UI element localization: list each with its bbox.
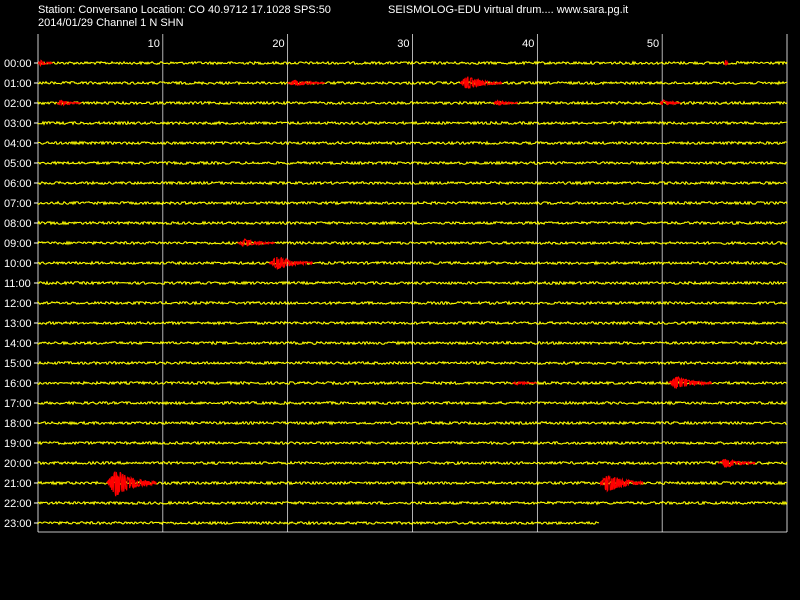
event-7-hour-2 [659, 99, 682, 106]
event-6-hour-2 [493, 99, 519, 106]
trace-row-06:00 [37, 180, 788, 186]
row-label-14:00: 14:00 [4, 338, 32, 350]
row-label-19:00: 19:00 [4, 438, 32, 450]
trace-row-08:00 [37, 220, 788, 226]
event-4-hour-1 [459, 76, 503, 89]
row-label-08:00: 08:00 [4, 218, 32, 230]
row-label-13:00: 13:00 [4, 318, 32, 330]
header: Station: Conversano Location: CO 40.9712… [0, 0, 800, 34]
event-1-hour-0 [37, 59, 53, 68]
x-tick-30: 30 [397, 38, 409, 50]
row-label-17:00: 17:00 [4, 398, 32, 410]
row-label-07:00: 07:00 [4, 198, 32, 210]
x-tick-40: 40 [522, 38, 534, 50]
event-3-hour-1 [287, 79, 325, 87]
x-tick-50: 50 [647, 38, 659, 50]
row-label-01:00: 01:00 [4, 78, 32, 90]
row-label-22:00: 22:00 [4, 498, 32, 510]
trace-row-01:00 [37, 80, 788, 86]
row-label-03:00: 03:00 [4, 118, 32, 130]
trace-row-05:00 [37, 160, 788, 166]
trace-row-10:00 [37, 260, 788, 266]
event-8-hour-9 [237, 238, 276, 248]
trace-row-11:00 [37, 280, 788, 286]
trace-row-07:00 [37, 200, 788, 206]
trace-row-23:00 [37, 520, 600, 526]
event-9-hour-10 [268, 256, 313, 270]
event-13-hour-21 [106, 470, 157, 497]
trace-row-09:00 [37, 240, 788, 246]
trace-lines [37, 60, 788, 526]
date-channel-info: 2014/01/29 Channel 1 N SHN [38, 17, 184, 29]
event-2-hour-0 [724, 59, 729, 67]
row-label-12:00: 12:00 [4, 298, 32, 310]
row-label-20:00: 20:00 [4, 458, 32, 470]
row-label-04:00: 04:00 [4, 138, 32, 150]
event-14-hour-21 [599, 475, 644, 493]
event-5-hour-2 [56, 99, 82, 107]
trace-row-21:00 [37, 480, 788, 486]
row-label-10:00: 10:00 [4, 258, 32, 270]
trace-row-14:00 [37, 340, 788, 346]
x-tick-10: 10 [148, 38, 160, 50]
trace-row-16:00 [37, 380, 788, 386]
trace-row-17:00 [37, 400, 788, 406]
row-label-23:00: 23:00 [4, 518, 32, 530]
row-label-11:00: 11:00 [4, 278, 31, 290]
trace-row-13:00 [37, 320, 788, 326]
trace-row-02:00 [37, 100, 788, 106]
event-12-hour-20 [717, 458, 756, 468]
row-label-09:00: 09:00 [4, 238, 32, 250]
row-ticks [34, 62, 38, 524]
row-label-18:00: 18:00 [4, 418, 32, 430]
trace-row-19:00 [37, 440, 788, 446]
row-label-05:00: 05:00 [4, 158, 32, 170]
row-label-00:00: 00:00 [4, 58, 32, 70]
x-tick-20: 20 [272, 38, 284, 50]
trace-row-15:00 [37, 360, 788, 366]
row-label-02:00: 02:00 [4, 98, 32, 110]
trace-row-22:00 [37, 500, 788, 506]
event-11-hour-16 [668, 375, 712, 389]
trace-row-12:00 [37, 300, 788, 306]
trace-row-04:00 [37, 140, 788, 146]
event-10-hour-16 [512, 380, 537, 386]
trace-row-20:00 [37, 460, 788, 466]
row-label-21:00: 21:00 [4, 478, 32, 490]
row-label-06:00: 06:00 [4, 178, 32, 190]
row-label-15:00: 15:00 [4, 358, 32, 370]
trace-row-00:00 [37, 60, 788, 66]
row-labels: 00:00 01:00 02:00 03:00 04:00 05:00 06:00 07:00… [4, 58, 32, 530]
row-label-16:00: 16:00 [4, 378, 32, 390]
station-info: Station: Conversano Location: CO 40.9712… [38, 4, 331, 16]
trace-row-03:00 [37, 120, 788, 126]
trace-row-18:00 [37, 420, 788, 426]
x-tick-labels: 10 20 30 40 50 [148, 38, 660, 50]
drum-title: SEISMOLOG-EDU virtual drum.... www.sara.… [388, 4, 629, 16]
event-marks [37, 59, 756, 497]
